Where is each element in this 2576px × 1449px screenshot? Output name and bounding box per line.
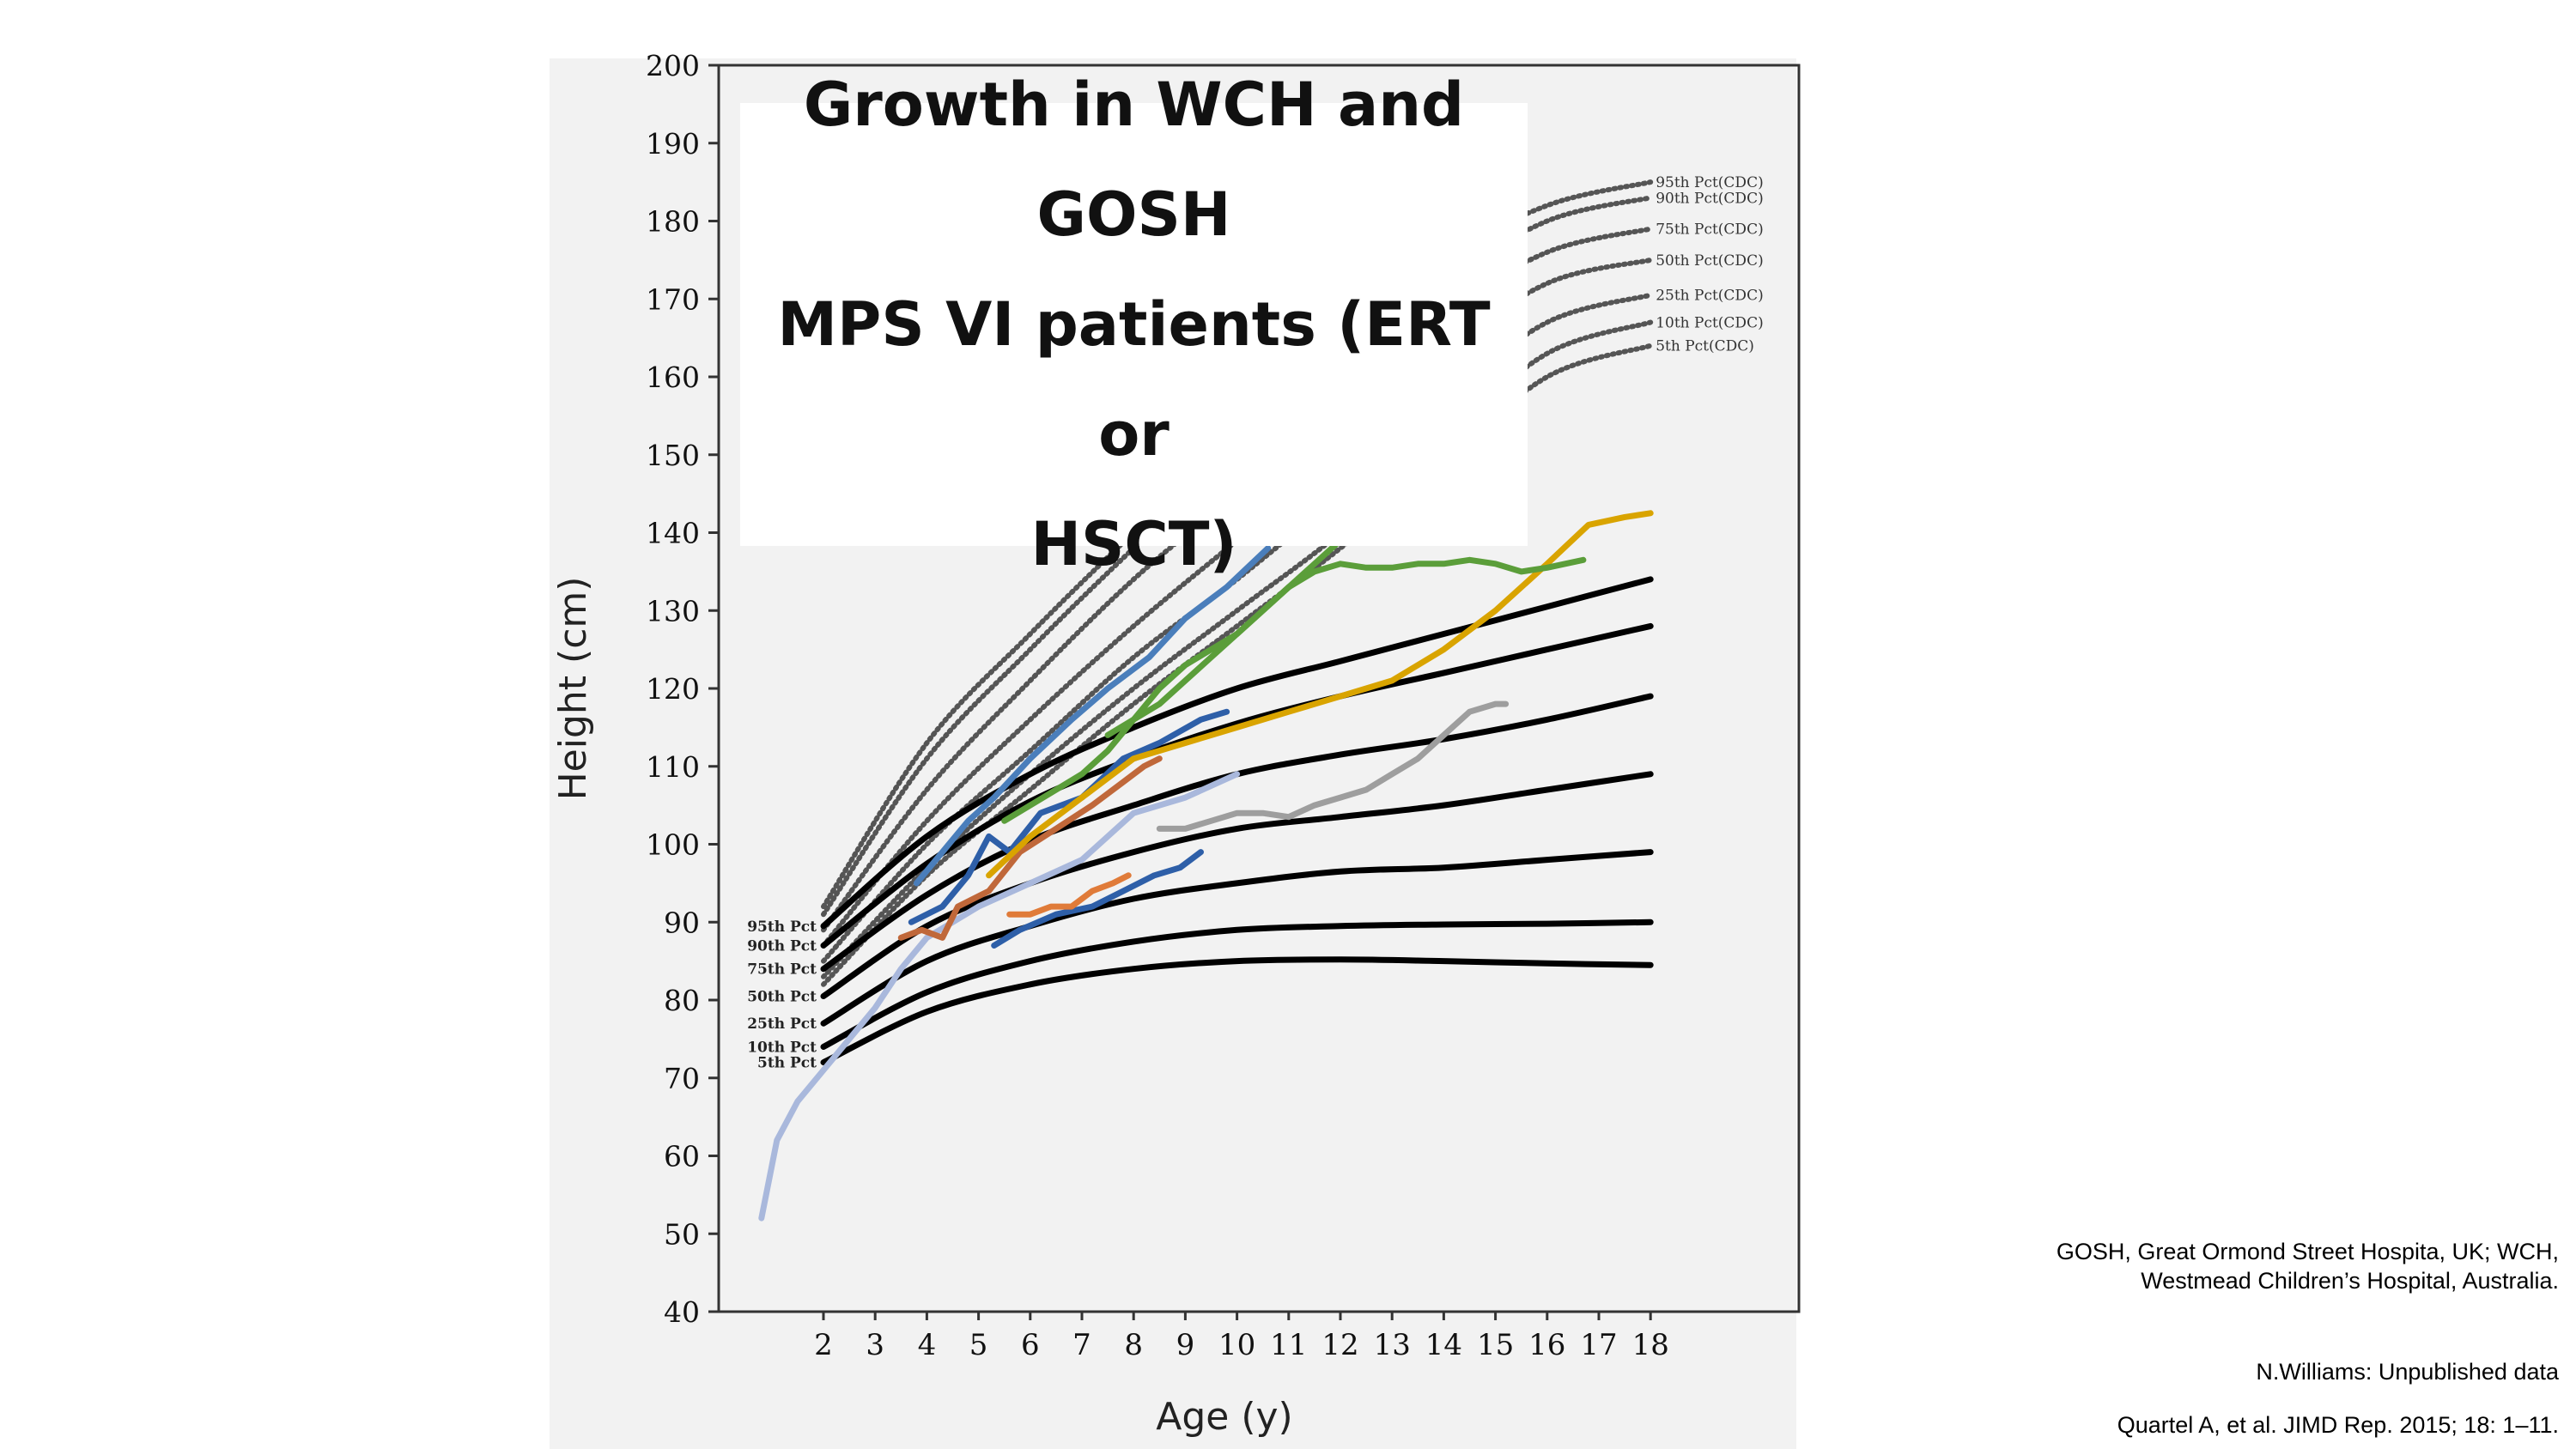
mps-percentile-curve — [820, 849, 1654, 1027]
y-tick-label: 190 — [646, 127, 700, 161]
x-tick-label: 4 — [918, 1328, 937, 1362]
y-tick-label: 160 — [646, 361, 700, 394]
cdc-curve-label: 75th Pct(CDC) — [1656, 221, 1764, 239]
unpublished-data-note: N.Williams: Unpublished data — [2256, 1359, 2559, 1385]
y-tick-label: 140 — [646, 517, 700, 550]
x-tick-label: 9 — [1176, 1328, 1195, 1362]
patient-growth-line — [1104, 556, 1587, 738]
title-line: GOSH — [1036, 179, 1231, 250]
y-tick-label: 100 — [646, 828, 700, 862]
cdc-curve-label: 5th Pct(CDC) — [1656, 338, 1754, 355]
y-tick-label: 80 — [664, 984, 700, 1017]
y-tick-label: 60 — [664, 1140, 700, 1173]
x-tick-label: 15 — [1477, 1328, 1514, 1362]
mps-percentile-curve — [820, 622, 1654, 949]
cdc-curve-label: 10th Pct(CDC) — [1656, 314, 1764, 331]
patient-growth-line — [991, 849, 1204, 949]
mps-curve-label: 5th Pct — [757, 1055, 817, 1072]
title-line: HSCT) — [1030, 509, 1237, 579]
title-line: Growth in WCH and — [803, 70, 1465, 140]
mps-curve-label: 90th Pct — [747, 937, 817, 955]
y-tick-label: 70 — [664, 1062, 700, 1095]
y-tick-label: 150 — [646, 439, 700, 472]
title-line: MPS VI patients (ERT or — [777, 289, 1491, 470]
patient-growth-line — [758, 771, 1241, 1222]
patient-growth-line — [908, 708, 1230, 925]
mps-percentile-curve — [820, 919, 1654, 1050]
y-tick-label: 120 — [646, 672, 700, 706]
mps-curve-label: 25th Pct — [747, 1016, 817, 1033]
x-tick-label: 16 — [1528, 1328, 1565, 1362]
cdc-curve-label: 25th Pct(CDC) — [1656, 288, 1764, 305]
mps-curve-label: 95th Pct — [747, 919, 817, 936]
patient-growth-line — [1006, 872, 1132, 918]
x-tick-label: 18 — [1632, 1328, 1669, 1362]
x-tick-label: 6 — [1021, 1328, 1040, 1362]
x-axis-label: Age (y) — [1156, 1395, 1292, 1439]
x-tick-label: 13 — [1374, 1328, 1411, 1362]
patient-growth-line — [1156, 700, 1510, 832]
mps-curve-label: 75th Pct — [747, 961, 817, 979]
cdc-curve-label: 95th Pct(CDC) — [1656, 174, 1764, 191]
patient-growth-line — [913, 545, 1272, 887]
x-tick-label: 7 — [1072, 1328, 1091, 1362]
y-tick-label: 130 — [646, 594, 700, 627]
patient-growth-line — [897, 755, 1163, 941]
abbreviations-note: GOSH, Great Ormond Street Hospita, UK; W… — [2056, 1239, 2559, 1294]
x-tick-label: 12 — [1321, 1328, 1358, 1362]
patient-growth-line — [986, 510, 1654, 879]
mps-curve-label: 50th Pct — [747, 988, 817, 1005]
cdc-curve-label: 90th Pct(CDC) — [1656, 190, 1764, 207]
x-tick-label: 8 — [1124, 1328, 1143, 1362]
y-tick-label: 170 — [646, 282, 700, 316]
slide-title-box: Growth in WCH and GOSH MPS VI patients (… — [740, 70, 1528, 579]
x-tick-label: 14 — [1425, 1328, 1462, 1362]
y-tick-label: 40 — [664, 1295, 700, 1329]
y-axis-label: Height (cm) — [551, 577, 595, 801]
x-tick-label: 2 — [814, 1328, 833, 1362]
x-tick-label: 3 — [866, 1328, 884, 1362]
x-tick-label: 5 — [969, 1328, 988, 1362]
mps-curve-label: 10th Pct — [747, 1039, 817, 1056]
x-tick-label: 11 — [1270, 1328, 1307, 1362]
reference-citation: Quartel A, et al. JIMD Rep. 2015; 18: 1–… — [2117, 1412, 2559, 1438]
y-tick-label: 50 — [664, 1217, 700, 1251]
mps-percentile-curve — [820, 576, 1654, 930]
y-tick-label: 90 — [664, 906, 700, 939]
slide-title: Growth in WCH and GOSH MPS VI patients (… — [740, 50, 1528, 599]
y-tick-label: 110 — [646, 750, 700, 784]
cdc-curve-label: 50th Pct(CDC) — [1656, 252, 1764, 270]
x-tick-label: 10 — [1218, 1328, 1255, 1362]
y-tick-label: 180 — [646, 205, 700, 239]
x-tick-label: 17 — [1580, 1328, 1617, 1362]
mps-percentile-curve — [820, 956, 1654, 1066]
y-tick-label: 200 — [646, 49, 700, 82]
